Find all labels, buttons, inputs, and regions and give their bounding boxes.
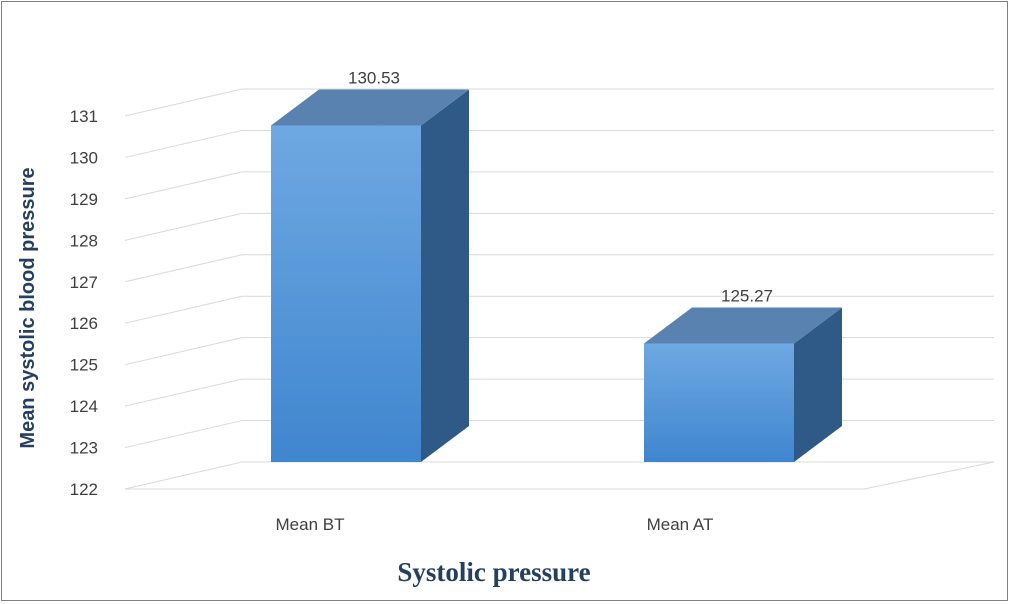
bar-side-face: [794, 307, 842, 462]
y-tick-label: 131: [70, 107, 98, 126]
data-label: 130.53: [348, 68, 400, 87]
y-tick-label: 129: [70, 190, 98, 209]
bar-mean-at: [644, 307, 842, 462]
gridline-side: [124, 171, 243, 200]
y-tick-label: 122: [70, 480, 98, 499]
gridline-side: [124, 420, 243, 449]
data-label: 125.27: [721, 286, 773, 305]
y-tick-label: 127: [70, 273, 98, 292]
bar-side-face: [421, 89, 469, 463]
y-tick-label: 128: [70, 231, 98, 250]
gridline-side: [124, 295, 243, 324]
gridlines: [124, 88, 995, 490]
gridline-side: [124, 212, 243, 241]
data-labels: 130.53 125.27: [348, 68, 773, 305]
y-tick-label: 124: [70, 397, 98, 416]
gridline-side: [124, 129, 243, 158]
y-tick-label: 125: [70, 356, 98, 375]
x-axis-title: Systolic pressure: [397, 557, 590, 587]
bar-front-face: [644, 343, 794, 462]
bar-top-face: [644, 307, 842, 344]
bar-front-face: [271, 125, 421, 463]
x-category-label: Mean AT: [647, 515, 714, 534]
gridline-side: [124, 254, 243, 283]
gridline-side: [124, 461, 243, 490]
gridline-side: [124, 337, 243, 366]
x-category-label: Mean BT: [276, 515, 345, 534]
y-axis-ticks: 122 123 124 125 126 127 128 129 130 131: [70, 107, 98, 499]
x-axis-categories: Mean BT Mean AT: [276, 515, 714, 534]
bar-top-face: [271, 89, 469, 126]
y-tick-label: 130: [70, 148, 98, 167]
y-tick-label: 123: [70, 439, 98, 458]
floor-edge-right: [863, 461, 995, 490]
bars: [271, 89, 842, 463]
gridline-side: [124, 88, 243, 117]
y-tick-label: 126: [70, 314, 98, 333]
y-axis-title: Mean systolic blood pressure: [17, 167, 39, 448]
bar-mean-bt: [271, 89, 469, 463]
gridline-side: [124, 378, 243, 407]
